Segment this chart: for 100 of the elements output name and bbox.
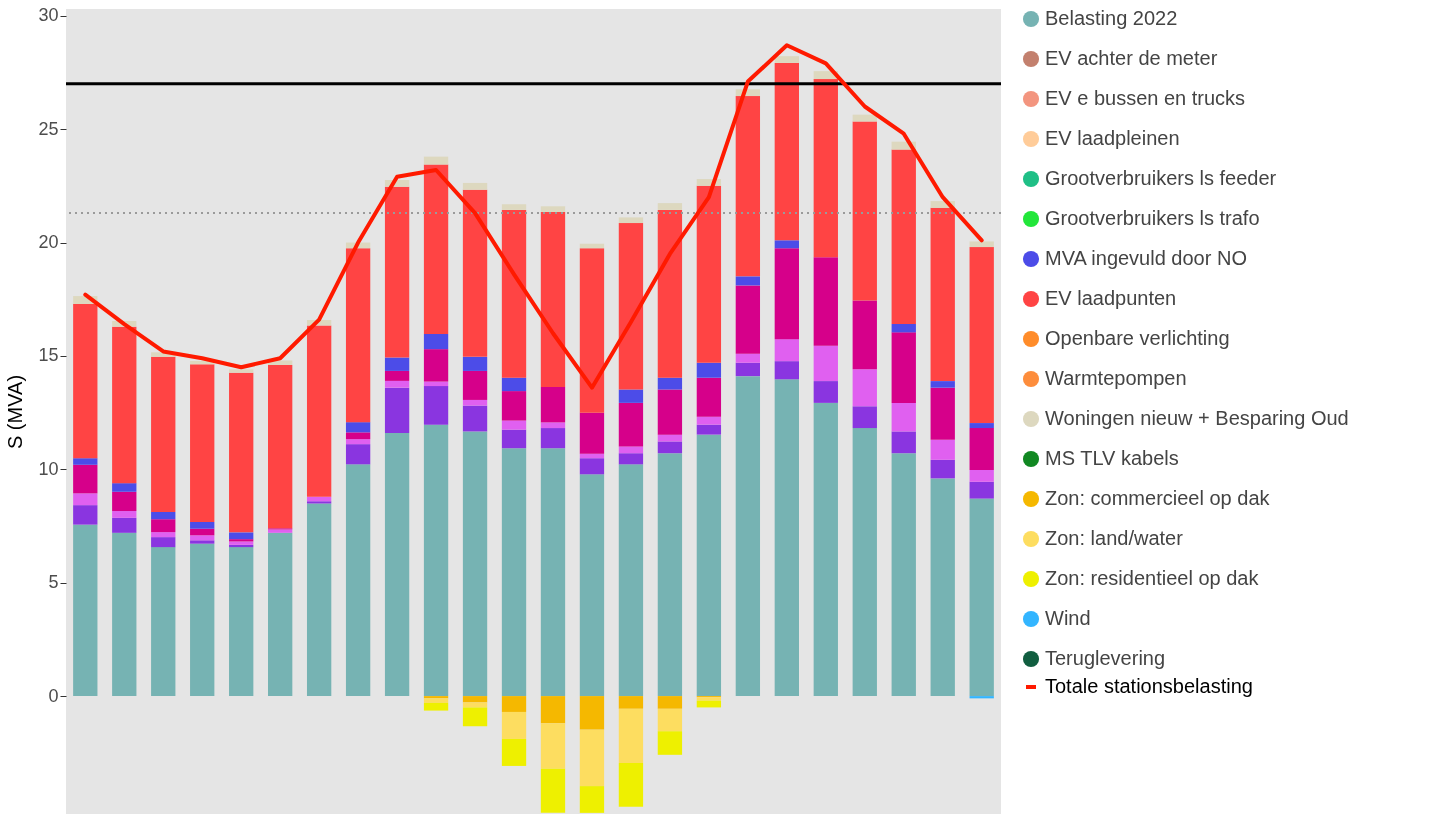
legend-label: Zon: residentieel op dak (1045, 567, 1260, 589)
bar (462, 696, 488, 703)
bar (774, 240, 799, 249)
bar (345, 422, 371, 433)
bar (696, 377, 722, 417)
bar (345, 444, 371, 465)
bar (423, 702, 449, 711)
bar (112, 511, 137, 518)
bar (696, 424, 722, 435)
bar (735, 285, 761, 354)
bar (423, 424, 449, 697)
legend-label: MVA ingevuld door NO (1045, 247, 1247, 269)
bar (618, 762, 644, 807)
bar (384, 433, 410, 697)
bar (151, 547, 176, 697)
bar (501, 448, 527, 697)
bar (190, 364, 215, 522)
bar (540, 211, 566, 388)
bar (229, 369, 254, 373)
bar (657, 708, 683, 732)
bar (540, 428, 566, 449)
bar (151, 519, 176, 533)
bar (423, 156, 449, 165)
legend-label: Zon: commercieel op dak (1045, 487, 1271, 509)
bar (891, 332, 916, 403)
bar (657, 203, 683, 210)
bar (930, 439, 955, 460)
bar (657, 453, 683, 697)
bar (501, 377, 527, 392)
line-series (83, 43, 984, 390)
bar (112, 326, 137, 484)
bar (306, 503, 332, 697)
bar (852, 369, 877, 407)
bar (618, 446, 644, 454)
bar (735, 376, 761, 697)
y-tick-label: 10 (38, 458, 59, 479)
bar (151, 532, 176, 538)
bar (345, 439, 371, 445)
bar (540, 448, 566, 697)
bar (891, 323, 916, 333)
bar (540, 723, 566, 769)
y-tick-label: 0 (48, 685, 59, 706)
bar (345, 248, 371, 423)
bar (774, 379, 799, 697)
bar (852, 300, 877, 370)
y-tick-label: 30 (38, 5, 59, 26)
bar (579, 474, 605, 697)
bar (73, 458, 98, 465)
bar (345, 432, 371, 440)
legend-label: Openbare verlichting (1045, 327, 1230, 349)
bar (73, 524, 98, 697)
bar (540, 206, 566, 212)
legend-label: Teruglevering (1045, 647, 1166, 669)
bar (930, 381, 955, 388)
bar (73, 505, 98, 525)
bar (73, 304, 98, 459)
bar (813, 345, 838, 382)
bar (501, 738, 527, 766)
bar (579, 696, 605, 730)
bar (501, 696, 527, 712)
bar (306, 325, 332, 497)
bar (969, 470, 994, 482)
bar (852, 121, 877, 301)
bar (618, 708, 644, 763)
bar (930, 478, 955, 697)
bar (696, 185, 722, 363)
bar (618, 223, 644, 390)
legend-label: EV e bussen en trucks (1045, 87, 1246, 109)
legend-label: EV achter de meter (1045, 47, 1218, 69)
bar (774, 56, 799, 63)
bar (384, 380, 410, 388)
bar (969, 481, 994, 499)
bar (618, 453, 644, 465)
bar (345, 464, 371, 697)
legend-label: Totale stationsbelasting (1045, 675, 1253, 697)
bar (423, 333, 449, 350)
bar (462, 399, 488, 406)
bar (735, 96, 761, 277)
bar (540, 387, 566, 423)
bar (462, 702, 488, 708)
bar (540, 768, 566, 813)
bar (384, 370, 410, 381)
bar (112, 491, 137, 512)
bar (151, 511, 176, 520)
bar (891, 402, 916, 432)
bar (891, 453, 916, 697)
bar (73, 493, 98, 506)
bar (306, 501, 332, 504)
y-tick-label: 5 (48, 572, 59, 593)
bar (501, 711, 527, 739)
bar (501, 391, 527, 421)
bar (190, 540, 215, 544)
bar (618, 402, 644, 447)
bar (229, 372, 254, 533)
bar (930, 387, 955, 440)
bar (735, 362, 761, 377)
y-axis-title: S (MVA) (4, 374, 27, 450)
bar (618, 696, 644, 709)
bar (268, 365, 293, 529)
legend-label: Warmtepompen (1045, 367, 1187, 389)
